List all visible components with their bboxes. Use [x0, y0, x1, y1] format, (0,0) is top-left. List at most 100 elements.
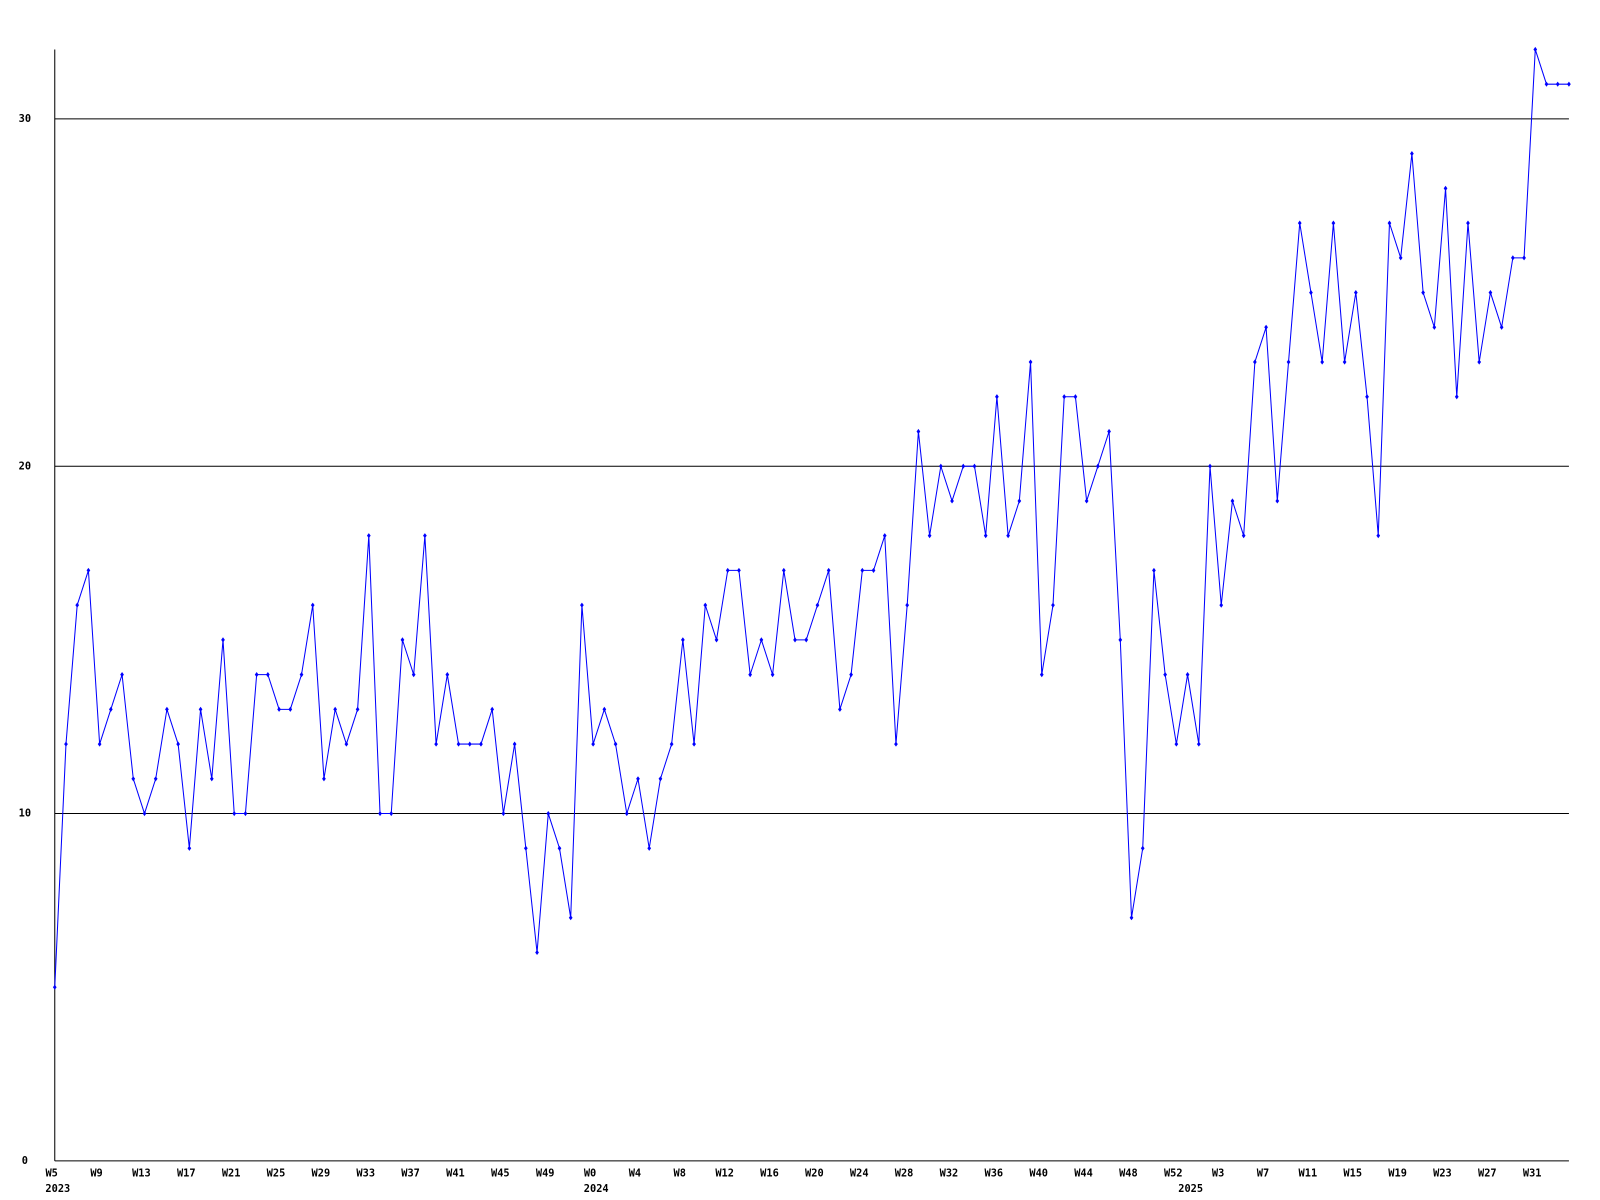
data-point [1084, 498, 1089, 504]
data-point [1118, 637, 1123, 643]
data-point [1477, 359, 1482, 365]
data-point [580, 602, 584, 608]
data-point [938, 463, 943, 469]
y-tick-label: 30 [19, 113, 31, 125]
data-point [849, 672, 853, 678]
data-point [1163, 672, 1168, 678]
data-point [198, 706, 203, 712]
data-point [434, 741, 438, 747]
data-point [266, 672, 270, 678]
data-point [1387, 220, 1392, 226]
x-tick-label: W44 [1074, 1167, 1093, 1179]
data-point [1062, 394, 1067, 400]
data-point [882, 533, 887, 539]
data-point [277, 706, 281, 712]
data-point [1286, 359, 1291, 365]
x-tick-label: W32 [940, 1167, 959, 1179]
data-point [1264, 324, 1268, 330]
data-point [97, 741, 102, 747]
x-tick-label: W24 [850, 1167, 869, 1179]
data-point [916, 428, 921, 435]
data-point [748, 672, 753, 678]
x-tick-label: W49 [536, 1167, 555, 1179]
x-tick-label: W4 [629, 1167, 641, 1179]
data-point [1219, 602, 1224, 608]
data-point [108, 706, 113, 712]
data-point [1241, 533, 1246, 539]
data-point [1152, 567, 1156, 573]
x-tick-label: W19 [1388, 1167, 1407, 1179]
x-tick-label: W17 [177, 1167, 196, 1179]
data-point [624, 810, 629, 817]
x-tick-label: W45 [491, 1167, 510, 1179]
data-point [1196, 741, 1201, 747]
data-point [176, 741, 180, 747]
year-label: 2025 [1178, 1183, 1203, 1195]
x-tick-label: W7 [1257, 1167, 1269, 1179]
data-point [838, 706, 842, 712]
data-point [1331, 220, 1336, 226]
data-point [1522, 255, 1526, 261]
data-point [1107, 428, 1111, 435]
y-tick-label: 20 [19, 460, 31, 472]
data-point [400, 637, 405, 643]
x-tick-label: W21 [222, 1167, 241, 1179]
x-tick-label: W23 [1433, 1167, 1452, 1179]
data-point [681, 637, 685, 643]
data-point [826, 567, 831, 573]
x-tick-label: W48 [1119, 1167, 1138, 1179]
data-point [299, 672, 304, 678]
data-point [120, 672, 124, 678]
data-point [1006, 533, 1010, 539]
data-point [1398, 255, 1403, 261]
x-tick-label: W0 [584, 1167, 596, 1179]
data-point [804, 637, 809, 643]
year-label: 2024 [584, 1183, 609, 1195]
data-point [546, 810, 551, 817]
x-tick-label: W15 [1343, 1167, 1362, 1179]
year-label: 2023 [45, 1183, 70, 1195]
data-point [288, 706, 293, 712]
data-point [1051, 602, 1055, 608]
data-point [995, 394, 999, 400]
data-point [894, 741, 898, 747]
data-point [793, 637, 797, 643]
x-tick-label: W3 [1212, 1167, 1224, 1179]
x-tick-label: W16 [760, 1167, 779, 1179]
data-point [1353, 289, 1358, 296]
x-tick-label: W33 [356, 1167, 375, 1179]
data-point [1320, 359, 1325, 365]
data-point [1454, 394, 1459, 400]
data-point [1230, 498, 1235, 504]
x-tick-label: W11 [1299, 1167, 1318, 1179]
x-tick-label: W9 [90, 1167, 102, 1179]
data-point [535, 949, 539, 956]
data-point [209, 776, 214, 782]
data-point [737, 567, 741, 573]
data-point [860, 567, 865, 573]
data-point [972, 463, 977, 469]
data-point [871, 567, 876, 573]
data-point [232, 810, 237, 817]
data-point [669, 741, 674, 747]
data-point [714, 637, 719, 643]
data-point [781, 567, 786, 573]
data-point [131, 776, 136, 782]
data-point [905, 602, 910, 608]
data-point [1567, 81, 1571, 87]
data-point [1017, 498, 1022, 504]
data-point [1096, 463, 1100, 469]
data-point [1533, 46, 1538, 53]
data-point [1208, 463, 1212, 469]
data-point [523, 845, 528, 851]
x-tick-label: W31 [1523, 1167, 1542, 1179]
data-point [142, 810, 147, 817]
data-point [950, 498, 954, 504]
data-point [1421, 289, 1425, 296]
data-point [1140, 845, 1145, 851]
data-point [1365, 394, 1369, 400]
data-point [479, 741, 483, 747]
data-line [54, 49, 1569, 988]
data-point [1129, 915, 1134, 921]
data-point [86, 567, 91, 573]
